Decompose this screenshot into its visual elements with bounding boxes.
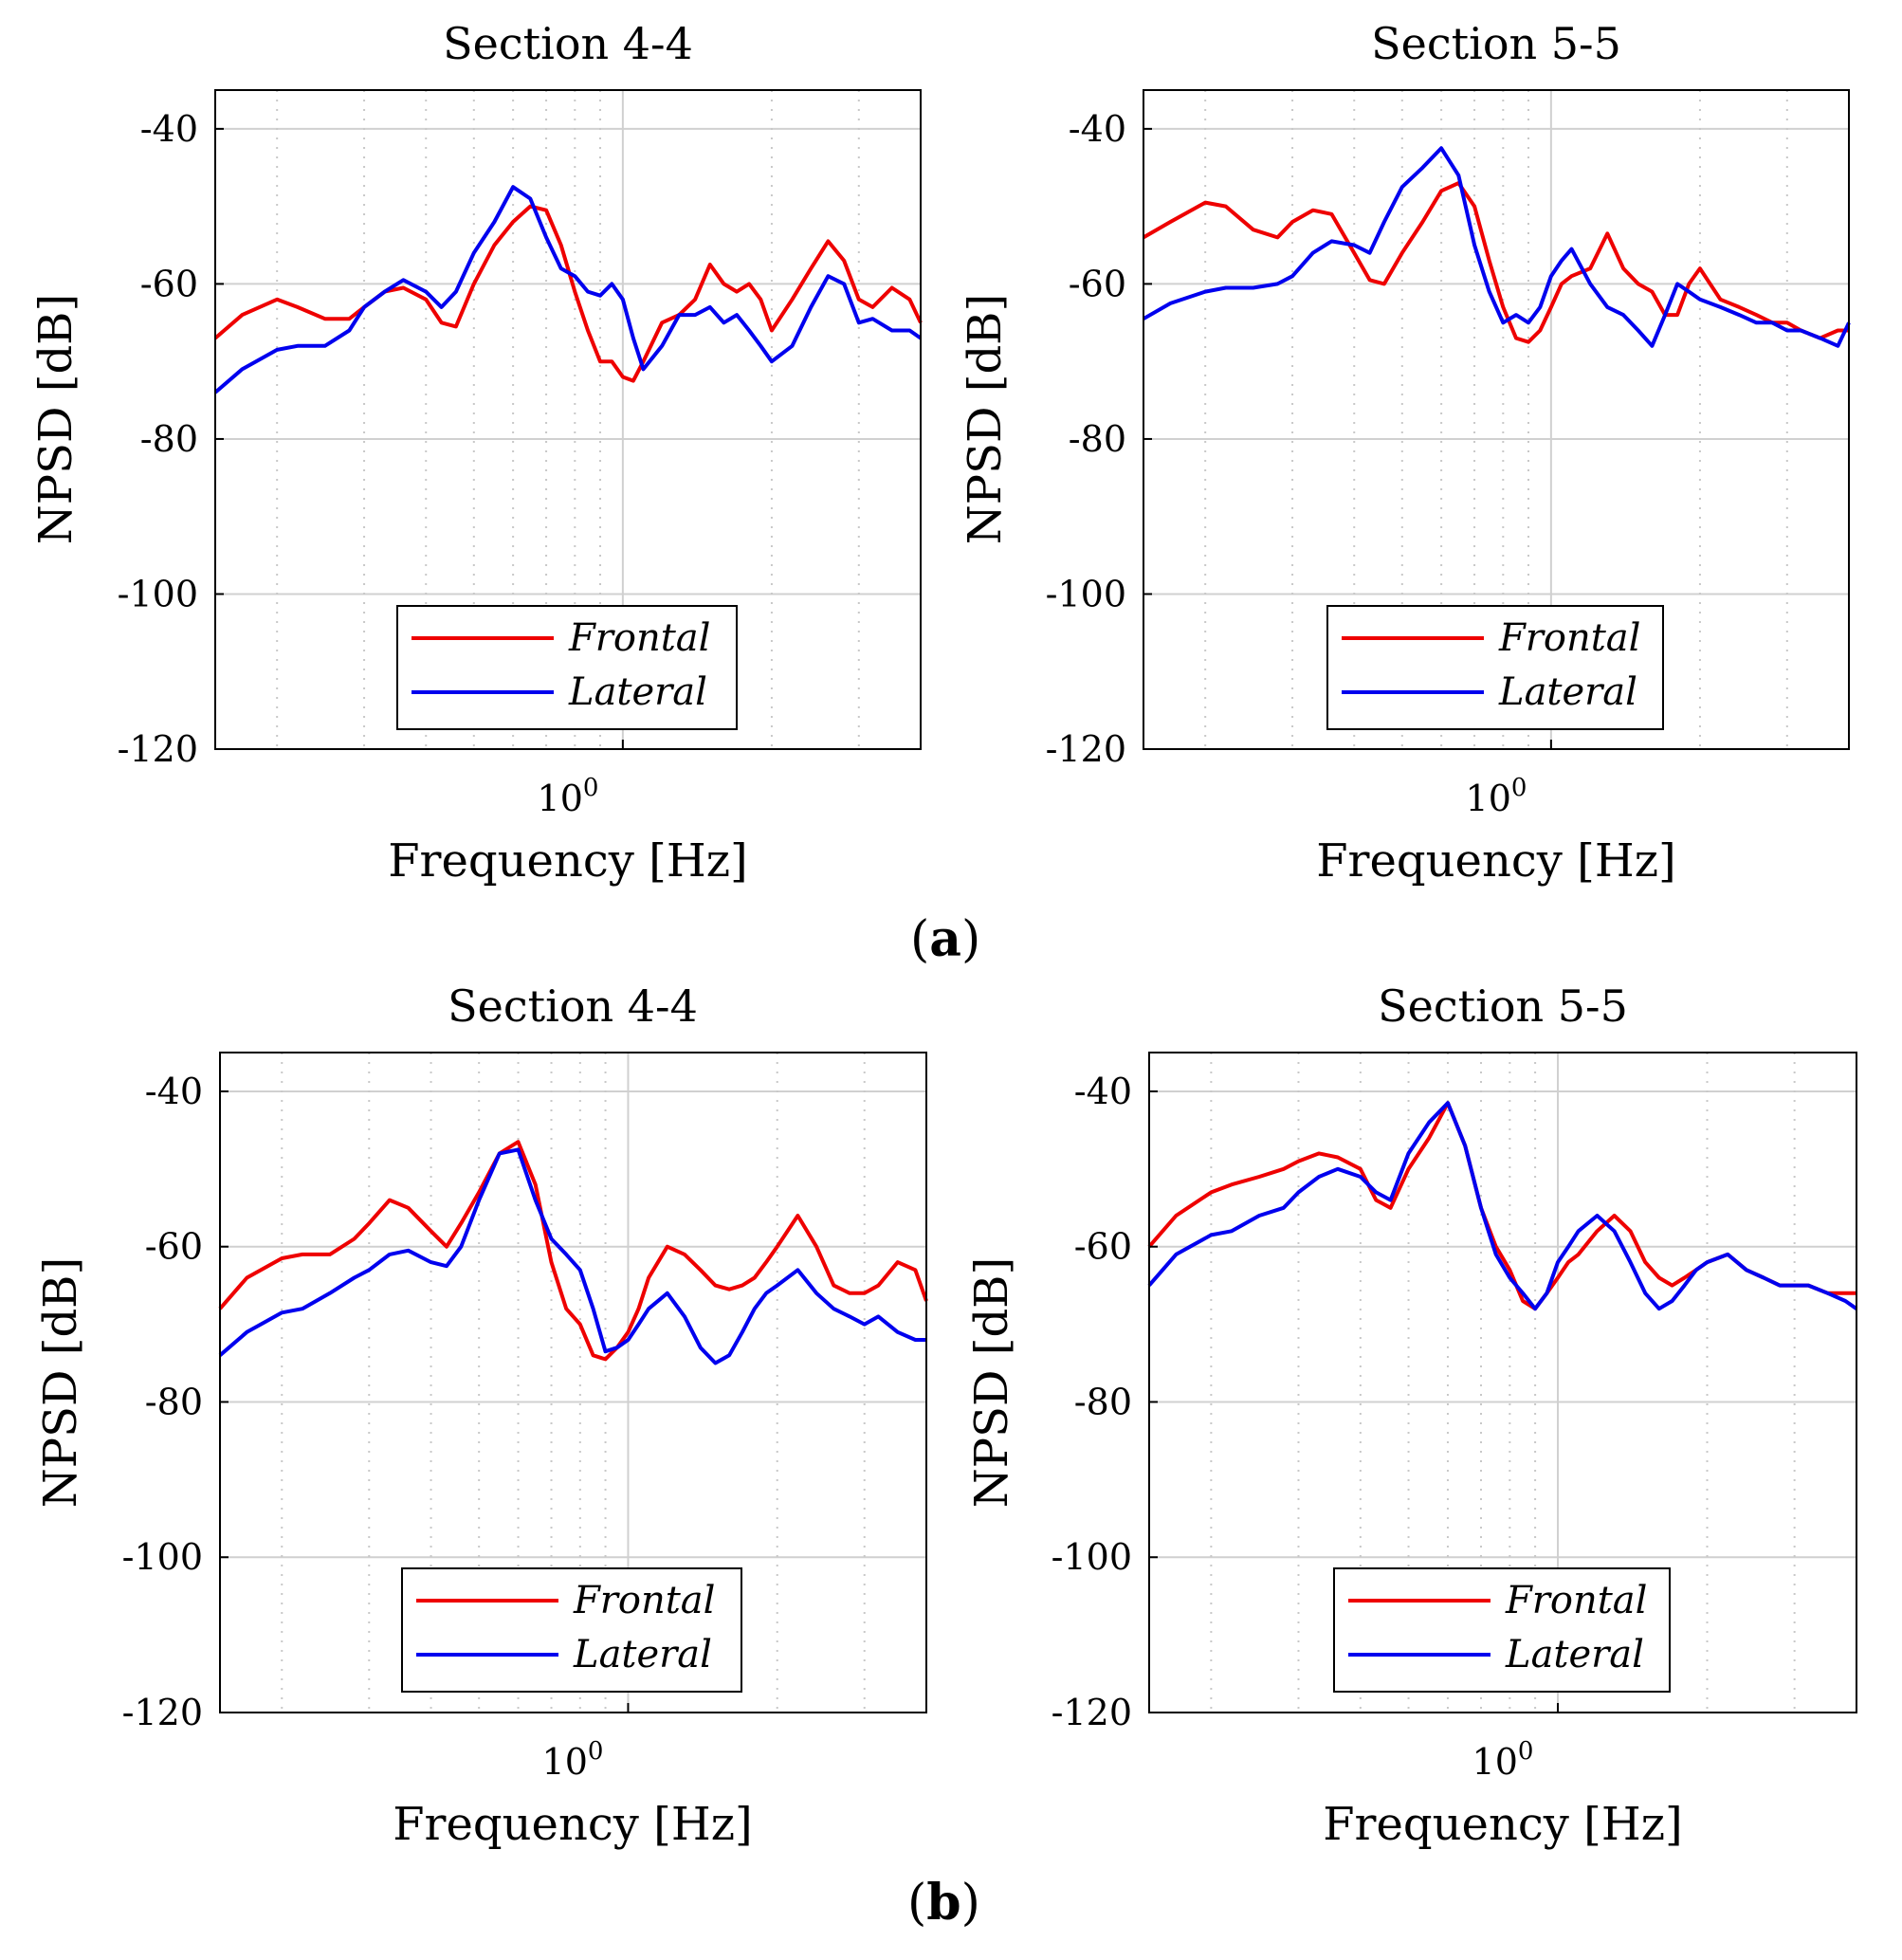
y-axis-label: NPSD [dB] — [34, 1257, 87, 1508]
x-tick-label: 100 — [1472, 1737, 1534, 1783]
y-tick-label: -40 — [1069, 108, 1126, 150]
x-tick-label: 100 — [1466, 774, 1527, 819]
y-axis-label: NPSD [dB] — [29, 294, 82, 544]
legend: Frontal Lateral — [1326, 605, 1664, 730]
y-tick-label: -100 — [122, 1536, 203, 1578]
legend-frontal-label: Frontal — [1505, 1579, 1647, 1622]
y-tick-label: -120 — [122, 1692, 203, 1733]
y-tick-label: -60 — [1069, 263, 1126, 304]
legend-frontal-label: Frontal — [568, 616, 710, 660]
chart-b-section-5-5: Section 5-5 -40 -60 -80 -100 -120 100 Freque… — [965, 980, 1858, 1851]
chart-a-section-5-5: Section 5-5 -40 -60 -80 -100 -120 100 Freque… — [959, 18, 1851, 888]
chart-a-section-4-4: Section 4-4 -40 -60 -80 -100 -120 100 Freque… — [29, 18, 923, 888]
y-tick-label: -100 — [118, 573, 198, 614]
legend-box — [396, 605, 738, 730]
legend-box — [401, 1567, 742, 1693]
panel-label-b: (b) — [907, 1874, 980, 1932]
x-tick-label: 100 — [538, 774, 599, 819]
y-tick-label: -40 — [1074, 1071, 1132, 1112]
legend: Frontal Lateral — [1333, 1567, 1671, 1693]
chart-b-section-4-4: Section 4-4 -40 -60 -80 -100 -120 100 Freque… — [34, 980, 928, 1851]
y-tick-label: -120 — [1046, 728, 1126, 770]
series-line-lateral — [213, 185, 923, 394]
x-axis-label: Frequency [Hz] — [1323, 1798, 1682, 1851]
series-line-frontal — [1147, 1101, 1856, 1311]
y-axis-label: NPSD [dB] — [965, 1257, 1018, 1508]
series-line-lateral — [218, 1147, 926, 1365]
y-tick-label: -60 — [1074, 1226, 1132, 1268]
series-line-frontal — [218, 1140, 928, 1362]
legend-lateral-label: Lateral — [573, 1633, 712, 1676]
legend-lateral-label: Lateral — [568, 670, 707, 714]
legend: Frontal Lateral — [396, 605, 738, 730]
x-axis-label: Frequency [Hz] — [393, 1798, 752, 1851]
y-tick-label: -60 — [145, 1226, 203, 1268]
y-tick-label: -40 — [140, 108, 198, 150]
y-tick-label: -80 — [145, 1381, 203, 1422]
x-axis-label: Frequency [Hz] — [388, 834, 747, 888]
plot-frame — [219, 1052, 927, 1713]
chart-title: Section 5-5 — [1378, 980, 1628, 1032]
y-tick-label: -100 — [1046, 573, 1126, 614]
y-axis-label: NPSD [dB] — [959, 294, 1012, 544]
legend-box — [1326, 605, 1664, 730]
series-line-lateral — [1143, 146, 1851, 348]
series-line-frontal — [213, 204, 923, 383]
series-line-frontal — [1142, 181, 1849, 344]
legend-lateral-label: Lateral — [1505, 1633, 1644, 1676]
y-tick-label: -80 — [1069, 418, 1126, 460]
chart-title: Section 4-4 — [448, 980, 698, 1032]
legend-box — [1333, 1567, 1671, 1693]
x-axis-label: Frequency [Hz] — [1316, 834, 1675, 888]
y-tick-label: -80 — [1074, 1381, 1132, 1422]
chart-title: Section 5-5 — [1371, 18, 1621, 69]
legend-frontal-label: Frontal — [573, 1579, 715, 1622]
legend-frontal-label: Frontal — [1498, 616, 1640, 660]
y-tick-label: -80 — [140, 418, 198, 460]
panel-label-a: (a) — [910, 910, 981, 968]
y-tick-label: -120 — [118, 728, 198, 770]
y-tick-label: -60 — [140, 263, 198, 304]
y-tick-label: -40 — [145, 1071, 203, 1112]
plot-frame — [1148, 1052, 1857, 1713]
plot-frame — [1143, 89, 1850, 750]
x-tick-label: 100 — [542, 1737, 604, 1783]
chart-title: Section 4-4 — [443, 18, 693, 69]
plot-frame — [214, 89, 922, 750]
legend: Frontal Lateral — [401, 1567, 742, 1693]
series-line-lateral — [1147, 1101, 1858, 1311]
legend-lateral-label: Lateral — [1498, 670, 1637, 714]
y-tick-label: -120 — [1052, 1692, 1132, 1733]
y-tick-label: -100 — [1052, 1536, 1132, 1578]
